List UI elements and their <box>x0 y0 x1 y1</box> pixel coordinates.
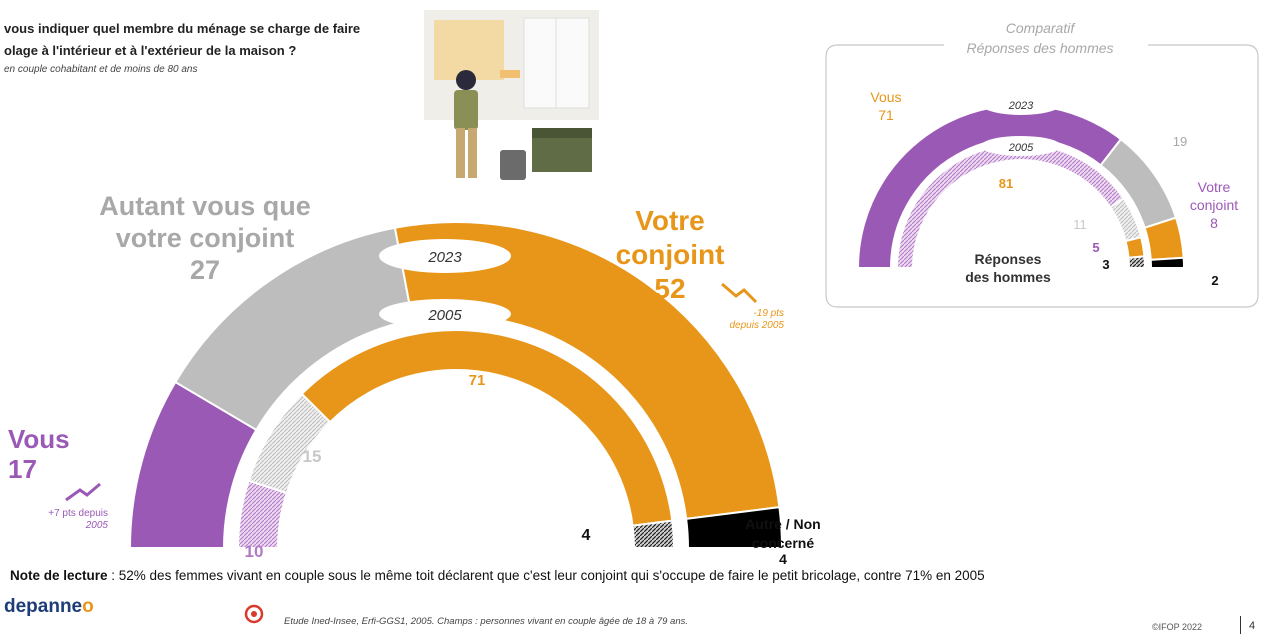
comp-conjoint-value: 8 <box>1210 215 1218 231</box>
comparison-title-line1: Comparatif <box>1005 20 1075 36</box>
vous-delta-line1: +7 pts depuis <box>48 508 108 519</box>
copyright: ©IFOP 2022 <box>1152 622 1202 632</box>
comp-value-2005-conjoint: 5 <box>1092 240 1099 255</box>
comp-center-line1: Réponses <box>974 251 1042 267</box>
comparison-title: Comparatif Réponses des hommes <box>940 18 1140 58</box>
reading-note-text: : 52% des femmes vivant en couple sous l… <box>107 568 985 583</box>
comp-center-label: Réponses des hommes <box>958 250 1058 286</box>
comp-conjoint-line1: Votre <box>1197 179 1231 195</box>
comp-vous-label: Vous 71 <box>868 88 904 124</box>
value-2005-conjoint: 71 <box>469 372 486 389</box>
main-2023-segment-3 <box>685 506 784 549</box>
logo-text: depanne <box>4 596 83 617</box>
autant-label-line2: votre conjoint <box>115 223 295 253</box>
comp-vous-value: 71 <box>878 107 894 123</box>
comparison-subtitle: Réponses des hommes <box>966 40 1114 56</box>
comp-vous-text: Vous <box>870 89 902 105</box>
survey-scope: en couple cohabitant et de moins de 80 a… <box>4 64 198 75</box>
question-line-1: vous indiquer quel membre du ménage se c… <box>4 21 361 36</box>
conjoint-delta-line2: depuis 2005 <box>729 320 785 331</box>
comp-year-2023-pill <box>981 93 1061 115</box>
comp-2005-segment-2 <box>1124 235 1146 259</box>
comp-year-2023-label: 2023 <box>1008 100 1034 112</box>
vous-delta-line2: 2005 <box>85 520 108 531</box>
autant-label-line1: Autant vous que <box>99 191 311 221</box>
vous-label: Vous 17 <box>8 424 88 484</box>
vous-value: 17 <box>8 454 37 484</box>
comp-2023-segment-0 <box>856 104 1123 269</box>
conjoint-delta: -19 pts depuis 2005 <box>704 308 785 332</box>
year-2005-pill <box>379 299 511 329</box>
ined-logo-icon <box>244 604 264 624</box>
comp-conjoint-label: Votre conjoint 8 <box>1186 178 1242 232</box>
diy-illustration <box>424 10 599 180</box>
autant-value: 27 <box>189 255 221 285</box>
conjoint-delta-line1: -19 pts <box>753 308 784 319</box>
comp-year-2005-label: 2005 <box>1008 142 1034 154</box>
source-note: Etude Ined-Insee, Erfi-GGS1, 2005. Champ… <box>284 616 689 627</box>
footer-divider <box>1240 616 1241 634</box>
value-2005-autre: 4 <box>582 527 591 544</box>
survey-question: vous indiquer quel membre du ménage se c… <box>4 18 360 62</box>
comp-value-2005-autant: 11 <box>1073 217 1087 232</box>
autre-label-line1: Autre / Non <box>745 516 821 532</box>
main-2023-segment-2 <box>393 221 781 521</box>
autre-label: Autre / Non concerné 4 <box>728 515 838 566</box>
conjoint-label-line1: Votre <box>635 205 705 236</box>
year-2023-pill <box>379 239 511 273</box>
page-number: 4 <box>1249 620 1256 632</box>
comp-center-line2: des hommes <box>965 269 1051 285</box>
depanneo-logo: depanneo <box>4 596 94 618</box>
autre-label-line2: concerné <box>751 535 815 551</box>
comp-2023-segment-3 <box>1149 256 1186 269</box>
comp-value-2023-autant: 19 <box>1173 134 1187 149</box>
conjoint-value: 52 <box>654 273 686 304</box>
year-2005-label: 2005 <box>427 307 462 324</box>
question-line-2: olage à l'intérieur et à l'extérieur de … <box>4 43 297 58</box>
up-trend-icon <box>65 482 101 502</box>
logo-o: o <box>82 596 94 617</box>
comparison-panel <box>825 44 1259 308</box>
main-2005-segment-3 <box>631 519 676 549</box>
comp-year-2005-pill <box>981 136 1061 156</box>
comp-value-2005-autre: 3 <box>1102 257 1109 272</box>
value-2005-vous: 10 <box>245 542 264 561</box>
conjoint-label: Votre conjoint 52 <box>590 204 750 306</box>
vous-label-line1: Vous <box>8 424 70 454</box>
comp-conjoint-line2: conjoint <box>1189 197 1239 213</box>
year-2023-label: 2023 <box>427 249 462 266</box>
down-trend-icon <box>721 282 758 304</box>
comp-value-2023-autre: 2 <box>1211 273 1218 288</box>
vous-delta: +7 pts depuis 2005 <box>28 508 108 532</box>
autre-value: 4 <box>779 551 787 567</box>
value-2005-autant: 15 <box>303 447 322 466</box>
reading-note: Note de lecture : 52% des femmes vivant … <box>10 568 985 583</box>
reading-note-title: Note de lecture <box>10 568 108 583</box>
autant-label: Autant vous que votre conjoint 27 <box>80 190 330 286</box>
comp-2005-segment-3 <box>1127 255 1147 269</box>
comp-value-2005-vous: 81 <box>999 176 1013 191</box>
conjoint-label-line2: conjoint <box>615 239 725 270</box>
